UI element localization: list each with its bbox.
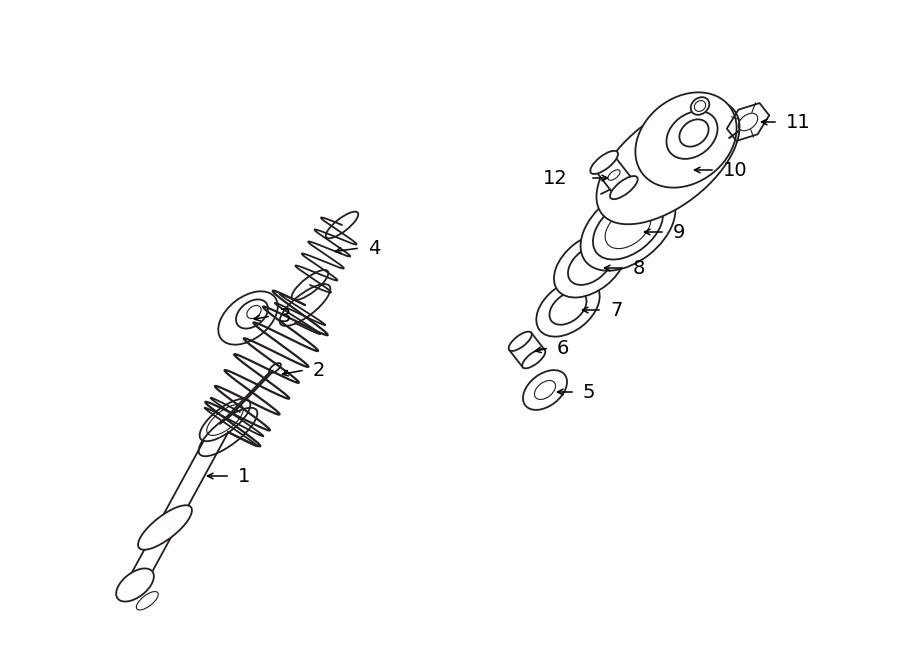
Ellipse shape (680, 120, 708, 147)
Ellipse shape (236, 299, 268, 329)
Text: 9: 9 (673, 223, 686, 241)
Ellipse shape (580, 185, 675, 271)
Text: 10: 10 (723, 161, 748, 180)
Ellipse shape (536, 280, 599, 336)
Ellipse shape (568, 245, 612, 285)
Text: 12: 12 (0, 660, 1, 661)
Ellipse shape (522, 349, 545, 368)
Ellipse shape (666, 111, 717, 159)
Ellipse shape (200, 399, 250, 442)
Text: 2: 2 (313, 360, 326, 379)
Polygon shape (118, 407, 242, 599)
Ellipse shape (597, 100, 740, 224)
Polygon shape (220, 364, 281, 424)
Ellipse shape (593, 196, 663, 260)
Ellipse shape (610, 176, 638, 199)
Ellipse shape (554, 233, 626, 297)
Text: 6: 6 (557, 338, 570, 358)
Text: 1: 1 (238, 467, 250, 485)
Ellipse shape (523, 370, 567, 410)
Ellipse shape (635, 93, 736, 188)
Ellipse shape (138, 505, 192, 550)
Ellipse shape (590, 151, 618, 174)
Text: 5: 5 (583, 383, 596, 401)
Ellipse shape (219, 292, 278, 344)
Text: 11: 11 (786, 112, 811, 132)
Text: 3: 3 (279, 307, 292, 325)
Polygon shape (509, 332, 544, 368)
Text: 7: 7 (610, 301, 623, 319)
Text: 12: 12 (544, 169, 568, 188)
Text: 4: 4 (368, 239, 381, 258)
Ellipse shape (690, 97, 709, 115)
Ellipse shape (508, 332, 532, 351)
Ellipse shape (269, 363, 281, 373)
Polygon shape (595, 155, 634, 195)
Text: 8: 8 (633, 258, 645, 278)
Ellipse shape (116, 568, 154, 602)
Ellipse shape (550, 292, 587, 325)
